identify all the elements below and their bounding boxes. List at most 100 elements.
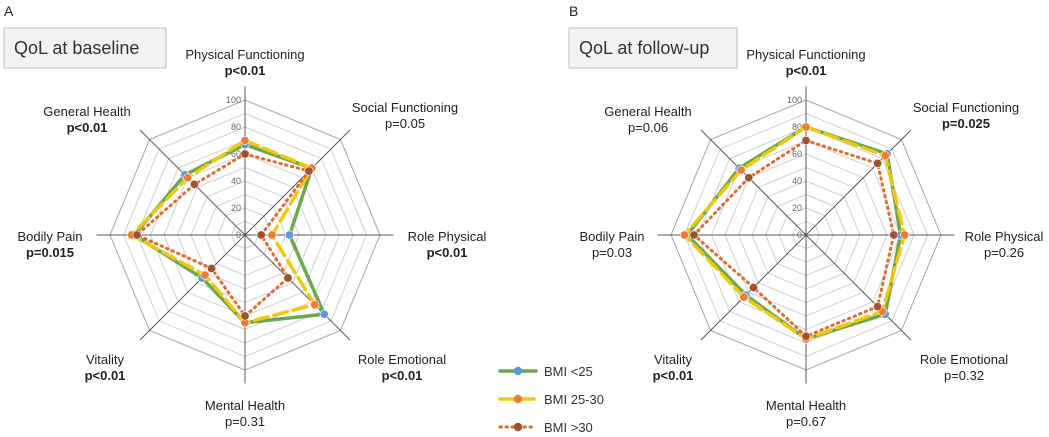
chart-title-box bbox=[3, 27, 167, 69]
axis-p-value: p=0.03 bbox=[592, 245, 632, 260]
series-bmi-30 bbox=[689, 136, 899, 341]
tick-label: 80 bbox=[231, 122, 241, 132]
data-point bbox=[283, 273, 293, 283]
axis-spoke bbox=[244, 234, 351, 341]
axis-p-value: p<0.01 bbox=[67, 120, 108, 135]
legend-label: BMI 25-30 bbox=[544, 392, 604, 407]
axis-p-value: p<0.01 bbox=[225, 63, 266, 78]
legend-swatch-marker bbox=[513, 422, 523, 432]
legend-swatch-marker bbox=[513, 366, 523, 376]
legend-label: BMI >30 bbox=[544, 420, 593, 435]
axis-label: Mental Health bbox=[205, 398, 285, 413]
tick-label: 80 bbox=[792, 122, 802, 132]
axis-p-value: p<0.01 bbox=[786, 63, 827, 78]
radar-panel-b: B QoL at follow-up 0 20 40 60 80 100 Physical Fu… bbox=[568, 3, 1044, 429]
axis-p-value: p=0.67 bbox=[786, 414, 826, 429]
axis-spoke bbox=[805, 234, 912, 341]
data-point bbox=[873, 158, 883, 168]
data-point bbox=[200, 270, 210, 280]
axis-label: Social Functioning bbox=[352, 100, 458, 115]
chart-title-box bbox=[568, 27, 738, 69]
axis-label: Social Functioning bbox=[913, 100, 1019, 115]
axis-p-value: p=0.06 bbox=[628, 120, 668, 135]
panel-letter: A bbox=[4, 3, 14, 19]
legend-item: BMI >30 bbox=[498, 420, 593, 435]
tick-label: 40 bbox=[231, 176, 241, 186]
data-point bbox=[900, 230, 910, 240]
axis-label: Bodily Pain bbox=[579, 229, 644, 244]
tick-label: 0 bbox=[236, 230, 241, 240]
axis-label: Physical Functioning bbox=[746, 47, 865, 62]
axis-label: Role Emotional bbox=[920, 352, 1008, 367]
data-point bbox=[319, 309, 329, 319]
data-point bbox=[256, 230, 266, 240]
axis-p-value: p<0.01 bbox=[427, 245, 468, 260]
data-point bbox=[739, 292, 749, 302]
data-point bbox=[240, 149, 250, 159]
axis-label: Mental Health bbox=[766, 398, 846, 413]
chart-title: QoL at baseline bbox=[14, 38, 139, 58]
axis-p-value: p=0.05 bbox=[385, 116, 425, 131]
data-point bbox=[183, 173, 193, 183]
data-point bbox=[304, 166, 314, 176]
data-point bbox=[889, 230, 899, 240]
legend-item: BMI <25 bbox=[498, 364, 593, 379]
tick-label: 40 bbox=[792, 176, 802, 186]
legend-item: BMI 25-30 bbox=[498, 392, 604, 407]
axis-p-value: p<0.01 bbox=[85, 368, 126, 383]
data-point bbox=[801, 136, 811, 146]
axis-p-value: p=0.32 bbox=[944, 368, 984, 383]
data-point bbox=[189, 179, 199, 189]
axis-label: Vitality bbox=[86, 352, 125, 367]
axis-label: Role Physical bbox=[408, 229, 487, 244]
axis-label: General Health bbox=[43, 104, 130, 119]
tick-label: 100 bbox=[787, 95, 802, 105]
axis-label: General Health bbox=[604, 104, 691, 119]
legend-swatch-marker bbox=[513, 394, 523, 404]
data-point bbox=[689, 230, 699, 240]
data-point bbox=[801, 122, 811, 132]
axis-label: Role Emotional bbox=[358, 352, 446, 367]
axis-label: Role Physical bbox=[965, 229, 1044, 244]
data-point bbox=[240, 311, 250, 321]
tick-label: 60 bbox=[792, 149, 802, 159]
tick-label: 60 bbox=[231, 149, 241, 159]
axis-spoke bbox=[805, 129, 912, 236]
data-point bbox=[132, 230, 142, 240]
data-point bbox=[736, 165, 746, 175]
data-point bbox=[310, 300, 320, 310]
tick-label: 100 bbox=[226, 95, 241, 105]
data-point bbox=[285, 230, 295, 240]
series-bmi-30 bbox=[132, 149, 314, 321]
data-point bbox=[744, 173, 754, 183]
data-point bbox=[240, 136, 250, 146]
axis-label: Vitality bbox=[654, 352, 693, 367]
axis-label: Bodily Pain bbox=[17, 229, 82, 244]
tick-label: 20 bbox=[231, 203, 241, 213]
radar-panel-a: A QoL at baseline 0 20 40 60 80 100 Physical Fun… bbox=[3, 3, 487, 429]
data-point bbox=[679, 230, 689, 240]
data-point bbox=[748, 283, 758, 293]
axis-p-value: p=0.015 bbox=[26, 245, 74, 260]
panel-letter: B bbox=[569, 3, 578, 19]
axis-p-value: p=0.31 bbox=[225, 414, 265, 429]
axis-label: Physical Functioning bbox=[185, 47, 304, 62]
data-point bbox=[873, 302, 883, 312]
chart-title: QoL at follow-up bbox=[579, 38, 709, 58]
axis-p-value: p<0.01 bbox=[653, 368, 694, 383]
data-point bbox=[801, 331, 811, 341]
axis-spoke bbox=[700, 129, 807, 236]
tick-label: 0 bbox=[797, 230, 802, 240]
legend: BMI <25 BMI 25-30 BMI >30 bbox=[498, 364, 604, 435]
axis-spoke bbox=[244, 129, 351, 236]
tick-label: 20 bbox=[792, 203, 802, 213]
axis-p-value: p=0.26 bbox=[984, 245, 1024, 260]
axis-p-value: p<0.01 bbox=[382, 368, 423, 383]
data-point bbox=[207, 263, 217, 273]
axis-spoke bbox=[139, 234, 246, 341]
data-point bbox=[267, 230, 277, 240]
axis-p-value: p=0.025 bbox=[942, 116, 990, 131]
legend-label: BMI <25 bbox=[544, 364, 593, 379]
data-point bbox=[880, 151, 890, 161]
